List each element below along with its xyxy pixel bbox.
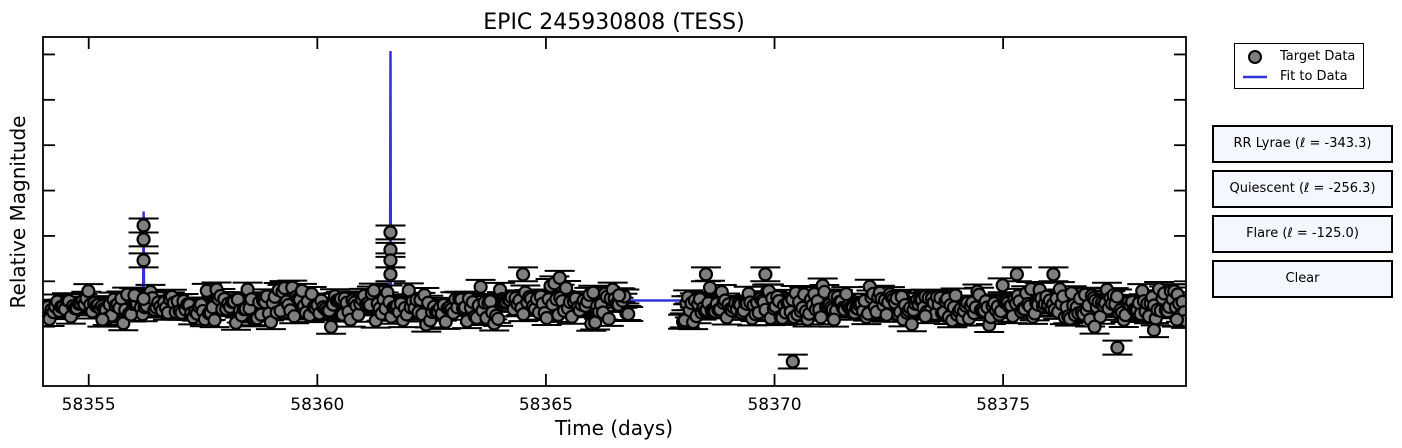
data-point <box>1046 267 1061 282</box>
legend-marker-icon <box>1248 50 1262 64</box>
legend-line-icon <box>1243 75 1267 79</box>
data-point <box>995 278 1010 293</box>
data-point <box>287 309 302 324</box>
plot-area: 58355 58360 58365 58370 58375 <box>42 36 1187 415</box>
plot-frame <box>42 36 1187 387</box>
data-point <box>515 267 531 282</box>
data-point <box>539 310 554 326</box>
data-point <box>1009 267 1024 282</box>
x-tick-label: 58375 <box>976 395 1030 415</box>
legend-label-fit: Fit to Data <box>1280 69 1348 84</box>
data-point <box>136 218 151 233</box>
x-tick-label: 58370 <box>747 395 801 415</box>
rr-lyrae-button[interactable]: RR Lyrae (ℓ = -343.3) <box>1212 125 1393 163</box>
flare-button[interactable]: Flare (ℓ = -125.0) <box>1212 215 1393 253</box>
legend-label-target: Target Data <box>1280 49 1356 64</box>
data-point <box>136 291 151 306</box>
data-point <box>702 280 718 295</box>
data-point <box>366 283 381 298</box>
data-point <box>879 307 894 322</box>
chart-title: EPIC 245930808 (TESS) <box>483 10 744 35</box>
data-point <box>621 306 636 322</box>
data-point <box>826 312 842 327</box>
legend: Target Data Fit to Data <box>1234 43 1364 89</box>
data-point <box>95 312 110 327</box>
data-point <box>918 309 933 324</box>
data-point <box>351 307 366 322</box>
data-point <box>1146 323 1162 338</box>
plot-clip-group <box>43 50 1186 370</box>
x-tick-label: 58360 <box>290 395 344 415</box>
data-point <box>1110 340 1125 355</box>
data-point <box>483 294 498 309</box>
x-tick-label: 58355 <box>62 395 116 415</box>
data-point <box>904 317 919 332</box>
quiescent-button[interactable]: Quiescent (ℓ = -256.3) <box>1212 170 1393 208</box>
data-point <box>552 270 567 285</box>
data-point <box>611 288 627 303</box>
x-axis-label: Time (days) <box>554 416 673 440</box>
data-point <box>839 286 854 302</box>
data-point <box>758 267 773 282</box>
data-point <box>207 313 222 328</box>
data-point <box>1087 319 1102 334</box>
data-point <box>323 319 339 334</box>
data-point <box>1109 289 1125 304</box>
data-point <box>81 284 96 299</box>
data-point <box>383 253 398 268</box>
data-point <box>383 267 398 282</box>
legend-item-target-data: Target Data <box>1235 47 1363 67</box>
data-point <box>383 225 398 240</box>
y-axis-label: Relative Magnitude <box>6 116 30 309</box>
data-point <box>516 307 531 322</box>
data-point <box>304 286 319 302</box>
data-point <box>1169 312 1184 327</box>
data-point <box>136 232 151 247</box>
data-point <box>491 311 506 326</box>
data-point <box>558 280 574 296</box>
x-tick-label: 58365 <box>519 395 573 415</box>
data-point <box>473 279 488 294</box>
data-point <box>698 267 714 282</box>
data-point <box>136 253 151 268</box>
data-point <box>948 288 963 303</box>
data-point <box>785 354 800 369</box>
clear-button[interactable]: Clear <box>1212 260 1393 298</box>
data-point <box>586 285 601 300</box>
legend-item-fit: Fit to Data <box>1235 67 1363 87</box>
data-point <box>601 311 616 326</box>
fit-line <box>43 50 1186 302</box>
data-point <box>438 314 453 329</box>
